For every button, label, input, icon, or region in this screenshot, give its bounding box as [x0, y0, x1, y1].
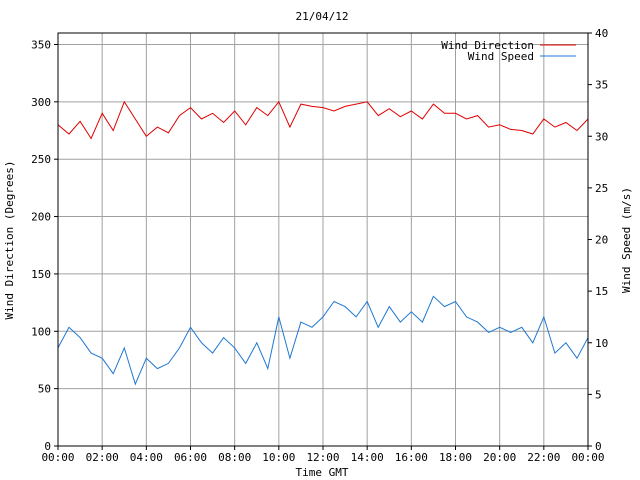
axes: 00:00 02:00 04:00 06:00 08:00 10:00 12:00 14:00… [31, 27, 608, 464]
x-tick-label: 22:00 [527, 451, 560, 464]
x-tick-label: 02:00 [86, 451, 119, 464]
y-left-tick-label: 150 [31, 268, 51, 281]
y-right-tick-label: 10 [595, 337, 608, 350]
chart-title: 21/04/12 [296, 10, 349, 23]
y-right-tick-label: 40 [595, 27, 608, 40]
y-left-tick-label: 350 [31, 38, 51, 51]
y-left-tick-label: 0 [44, 440, 51, 453]
x-tick-label: 16:00 [395, 451, 428, 464]
series-layer [57, 100, 589, 386]
y-left-tick-label: 100 [31, 325, 51, 338]
legend-label: Wind Direction [441, 39, 534, 52]
y-right-tick-label: 30 [595, 130, 608, 143]
x-axis-label: Time GMT [296, 466, 349, 479]
y-right-axis-label: Wind Speed (m/s) [620, 187, 633, 293]
x-tick-label: 08:00 [218, 451, 251, 464]
y-left-tick-label: 300 [31, 96, 51, 109]
y-right-tick-label: 5 [595, 388, 602, 401]
x-tick-label: 00:00 [41, 451, 74, 464]
x-tick-label: 10:00 [262, 451, 295, 464]
series-line-wind-speed [57, 295, 589, 386]
y-right-tick-label: 0 [595, 440, 602, 453]
x-tick-label: 00:00 [571, 451, 604, 464]
x-tick-label: 06:00 [174, 451, 207, 464]
legend-label: Wind Speed [468, 50, 534, 63]
y-left-tick-label: 50 [38, 383, 51, 396]
y-right-tick-label: 20 [595, 234, 608, 247]
y-left-axis-label: Wind Direction (Degrees) [3, 161, 16, 320]
series-line-wind-direction [57, 100, 589, 140]
grid-lines [58, 33, 588, 446]
x-tick-label: 12:00 [306, 451, 339, 464]
x-tick-label: 14:00 [351, 451, 384, 464]
y-right-tick-label: 25 [595, 182, 608, 195]
x-tick-label: 18:00 [439, 451, 472, 464]
y-right-tick-label: 35 [595, 79, 608, 92]
x-tick-label: 04:00 [130, 451, 163, 464]
x-tick-label: 20:00 [483, 451, 516, 464]
y-left-tick-label: 250 [31, 153, 51, 166]
y-right-tick-label: 15 [595, 285, 608, 298]
y-left-tick-label: 200 [31, 211, 51, 224]
